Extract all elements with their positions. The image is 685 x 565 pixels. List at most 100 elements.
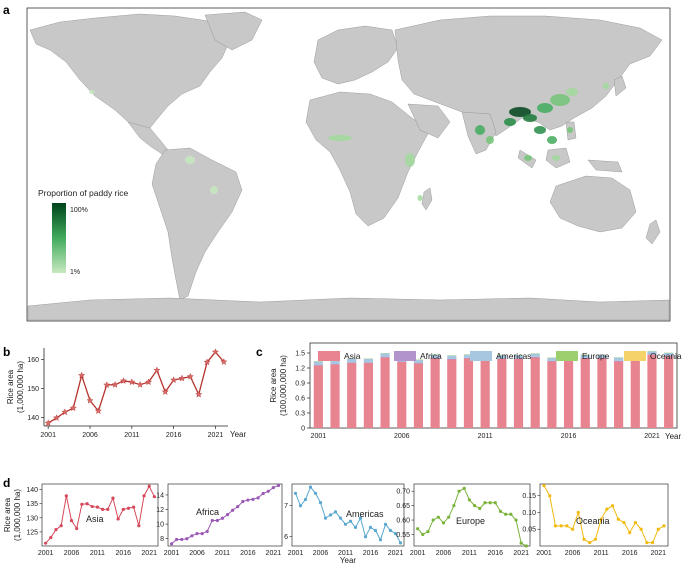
data-point bbox=[593, 537, 598, 541]
data-point bbox=[398, 541, 403, 545]
x-tick-label: 2011 bbox=[124, 432, 139, 439]
subplot-frame bbox=[291, 483, 405, 547]
data-point bbox=[211, 348, 220, 356]
data-point bbox=[452, 504, 456, 508]
x-tick-label: 2021 bbox=[513, 550, 529, 557]
data-point bbox=[576, 510, 580, 515]
bar-segment bbox=[463, 358, 474, 428]
rice-patch bbox=[523, 114, 537, 122]
y-axis-label: (1,000,000 ha) bbox=[16, 361, 25, 413]
series-name: Asia bbox=[86, 514, 104, 524]
y-tick-label: 0.6 bbox=[295, 396, 305, 403]
bar-segment bbox=[580, 357, 590, 359]
bar-segment bbox=[614, 361, 624, 428]
rice-patch bbox=[537, 103, 553, 113]
y-tick-label: 12 bbox=[156, 507, 164, 514]
rice-patch bbox=[552, 155, 560, 161]
x-tick-label: 2006 bbox=[189, 550, 205, 557]
data-point bbox=[504, 512, 508, 516]
bar-segment bbox=[614, 357, 624, 361]
x-tick-label: 2021 bbox=[141, 550, 157, 557]
x-tick-label: 2016 bbox=[622, 550, 638, 557]
legend-title: Proportion of paddy rice bbox=[38, 188, 129, 198]
data-point bbox=[447, 515, 451, 519]
bar-segment bbox=[530, 357, 540, 428]
land-masses bbox=[27, 11, 670, 321]
bar-segment bbox=[580, 354, 590, 358]
africa-shape bbox=[305, 91, 431, 227]
data-point bbox=[256, 496, 260, 500]
data-point bbox=[175, 537, 179, 542]
data-point bbox=[54, 528, 58, 532]
rice-patch bbox=[550, 94, 570, 106]
bar-segment bbox=[463, 357, 474, 359]
rice-patch bbox=[566, 88, 578, 96]
data-point bbox=[348, 519, 353, 523]
data-point bbox=[293, 491, 298, 495]
south-america-shape bbox=[151, 147, 243, 301]
subplot-frame bbox=[41, 483, 159, 547]
data-point bbox=[85, 502, 89, 506]
new-zealand-shape bbox=[645, 219, 661, 245]
bar-segment bbox=[313, 361, 323, 366]
data-point bbox=[111, 496, 115, 500]
x-tick-label: 2001 bbox=[410, 550, 426, 557]
data-point bbox=[266, 489, 270, 493]
legend-swatch bbox=[624, 351, 646, 361]
rice-patch bbox=[89, 90, 95, 94]
data-point bbox=[519, 541, 523, 545]
series-name: Oceania bbox=[576, 516, 610, 526]
data-point bbox=[559, 524, 563, 528]
data-point bbox=[220, 516, 225, 520]
series-name: Americas bbox=[346, 509, 384, 519]
data-point bbox=[605, 507, 609, 511]
data-point bbox=[343, 522, 348, 526]
x-tick-label: 2006 bbox=[436, 550, 452, 557]
data-point bbox=[251, 497, 255, 501]
bar-segment bbox=[563, 358, 574, 428]
bar-segment bbox=[313, 365, 323, 428]
bar-segment bbox=[497, 359, 507, 428]
subplot-frame bbox=[539, 483, 669, 547]
series-name: Europe bbox=[456, 516, 485, 526]
australia-shape bbox=[549, 175, 637, 233]
data-point bbox=[271, 486, 275, 490]
data-point bbox=[126, 506, 131, 510]
bar-segment bbox=[497, 358, 507, 359]
series-line bbox=[45, 485, 155, 544]
data-point bbox=[153, 366, 161, 374]
series-line bbox=[543, 485, 665, 544]
data-point bbox=[103, 381, 111, 389]
chart-c-stacked-rice-area: 0 0.3 0.6 0.9 1.2 1.5 2001 2006 2011 2016 2021 Year… bbox=[269, 342, 682, 441]
data-point bbox=[61, 408, 69, 416]
north-america-shape bbox=[29, 13, 231, 131]
data-point bbox=[498, 509, 503, 513]
y-tick-label: 160 bbox=[27, 357, 39, 364]
data-point bbox=[203, 358, 211, 366]
data-point bbox=[553, 524, 558, 528]
x-tick-label: 2021 bbox=[208, 432, 224, 439]
data-point bbox=[116, 517, 120, 521]
data-point bbox=[524, 544, 528, 548]
y-tick-label: 10 bbox=[156, 522, 164, 529]
data-point bbox=[210, 518, 214, 523]
y-tick-label: 0.9 bbox=[295, 381, 305, 388]
data-point bbox=[205, 529, 209, 534]
subplot-frame bbox=[167, 483, 283, 547]
y-tick-label: 0.10 bbox=[522, 510, 536, 517]
data-point bbox=[52, 414, 61, 421]
bar-segment bbox=[330, 360, 340, 365]
data-point bbox=[225, 513, 230, 517]
x-tick-label: 2021 bbox=[644, 433, 660, 440]
data-point bbox=[178, 374, 186, 382]
data-point bbox=[246, 498, 250, 502]
x-tick-label: 2001 bbox=[38, 550, 54, 557]
data-point bbox=[416, 527, 420, 531]
rice-patch bbox=[547, 136, 557, 144]
data-point bbox=[323, 516, 328, 520]
x-tick-label: 2006 bbox=[565, 550, 581, 557]
y-tick-label: 14 bbox=[156, 492, 164, 499]
bar-segment bbox=[647, 351, 657, 355]
panel-label-a: a bbox=[3, 3, 10, 17]
